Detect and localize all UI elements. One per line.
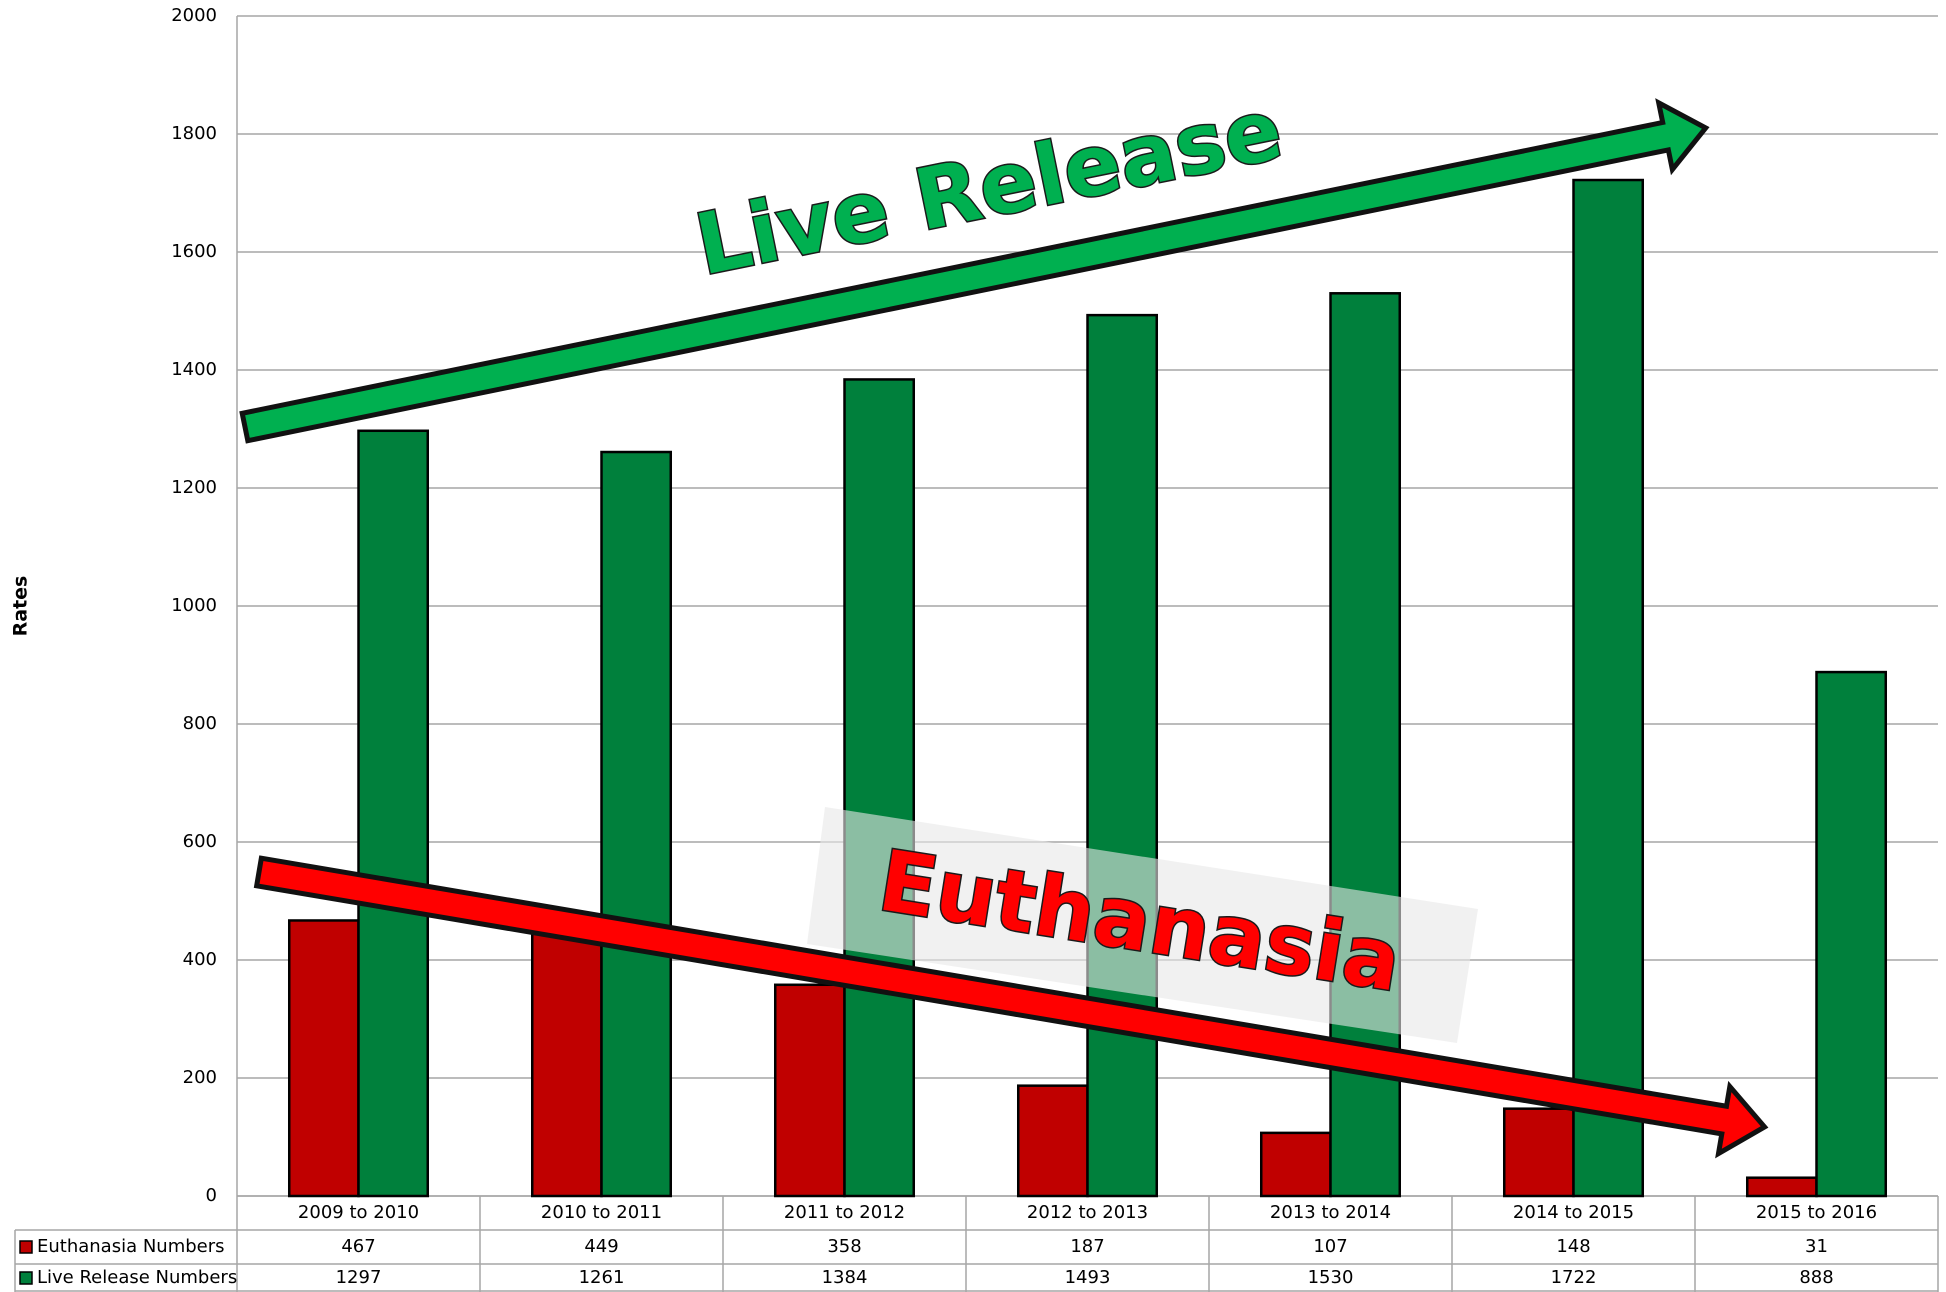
table-value: 1297 [336,1267,382,1288]
x-tick-label: 2010 to 2011 [541,1202,662,1223]
x-tick-label: 2009 to 2010 [298,1202,419,1223]
x-tick-label: 2012 to 2013 [1027,1202,1148,1223]
live-release-arrow [239,98,1710,444]
bar [357,429,430,1198]
legend-label: Live Release Numbers [37,1267,237,1288]
y-tick-label: 200 [183,1067,217,1088]
table-value: 358 [827,1236,861,1257]
bar [1016,1084,1089,1198]
y-tick-label: 0 [206,1185,217,1206]
table-value: 1384 [822,1267,868,1288]
table-value: 31 [1805,1236,1828,1257]
bar [1259,1131,1332,1198]
x-tick-label: 2015 to 2016 [1756,1202,1877,1223]
bar [1745,1176,1818,1198]
plot-area: 0 200 400 600 800 1000 1200 1400 1600 1800 2000 200… [14,5,1939,1292]
bar [1502,1107,1575,1198]
bar [600,450,673,1198]
bar [843,378,916,1198]
bar [1815,670,1888,1198]
x-tick-label: 2011 to 2012 [784,1202,905,1223]
y-tick-label: 1600 [171,241,217,262]
y-tick-label: 600 [183,831,217,852]
legend-swatch [19,1271,33,1285]
x-tick-label: 2014 to 2015 [1513,1202,1634,1223]
annotation-layer: Live Release Euthanasia [239,78,1769,1159]
label-backdrop [807,807,1478,1043]
table-value: 1530 [1308,1267,1354,1288]
y-tick-label: 800 [183,713,217,734]
legend-swatch [19,1240,33,1254]
table-value: 1261 [579,1267,625,1288]
table-value: 1493 [1065,1267,1111,1288]
table-value: 107 [1313,1236,1347,1257]
y-tick-label: 400 [183,949,217,970]
x-tick-label: 2013 to 2014 [1270,1202,1391,1223]
bar [287,919,360,1198]
bar [773,983,846,1198]
y-axis-label: Rates [10,576,32,637]
table-value: 467 [341,1236,375,1257]
y-tick-label: 1800 [171,123,217,144]
euthanasia-arrow [253,855,1769,1159]
y-tick-label: 1200 [171,477,217,498]
y-tick-label: 2000 [171,5,217,26]
table-value: 888 [1799,1267,1833,1288]
bar [530,929,603,1198]
bar [1086,313,1159,1198]
legend-label: Euthanasia Numbers [37,1236,225,1257]
table-value: 1722 [1551,1267,1597,1288]
table-value: 187 [1070,1236,1104,1257]
bar [1572,178,1645,1198]
y-tick-label: 1000 [171,595,217,616]
table-value: 148 [1556,1236,1590,1257]
y-tick-label: 1400 [171,359,217,380]
table-value: 449 [584,1236,618,1257]
